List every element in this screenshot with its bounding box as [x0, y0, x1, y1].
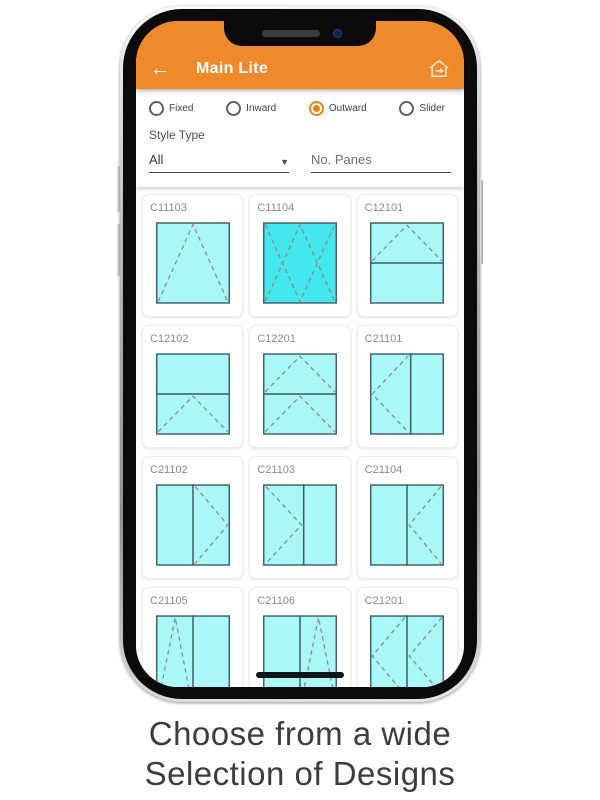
home-indicator-bar[interactable] — [256, 672, 344, 678]
design-code: C12101 — [364, 202, 404, 214]
caption-line-1: Choose from a wide — [148, 715, 452, 752]
design-code: C12201 — [257, 333, 296, 345]
style-type-value: All — [149, 152, 164, 167]
design-card-c21103[interactable]: C21103 — [249, 456, 351, 579]
window-diagram — [262, 353, 337, 435]
phone-screen: ← Main Lite Fixed Inward Outward Slider Sty… — [136, 21, 464, 687]
caption-line-2: Selection of Designs — [144, 755, 456, 792]
radio-unselected-icon — [226, 101, 242, 116]
design-card-c12102[interactable]: C12102 — [142, 325, 244, 448]
style-type-label: Style Type — [149, 128, 205, 142]
radio-row: Fixed Inward Outward Slider — [149, 101, 451, 116]
design-code: C11104 — [257, 202, 295, 214]
speaker-icon — [262, 30, 320, 37]
window-diagram — [262, 222, 337, 304]
design-code: C21101 — [364, 333, 403, 345]
style-type-dropdown[interactable]: All ▼ — [149, 152, 289, 173]
no-panes-placeholder: No. Panes — [311, 152, 372, 167]
design-code: C21103 — [257, 464, 296, 476]
no-panes-input[interactable]: No. Panes — [311, 152, 451, 173]
home-button[interactable] — [428, 59, 450, 79]
radio-label: Slider — [419, 103, 445, 114]
radio-unselected-icon — [149, 101, 164, 116]
phone-notch — [224, 21, 376, 46]
design-code: C21104 — [364, 464, 403, 476]
back-icon[interactable]: ← — [150, 58, 170, 80]
camera-icon — [333, 29, 342, 38]
radio-slider[interactable]: Slider — [399, 101, 445, 116]
radio-fixed[interactable]: Fixed — [149, 101, 193, 116]
volume-up-button — [117, 166, 120, 212]
power-button — [480, 180, 483, 264]
window-diagram — [155, 615, 230, 687]
caption: Choose from a wide Selection of Designs — [0, 714, 600, 794]
design-card-c21105[interactable]: C21105 — [142, 587, 244, 687]
design-card-c12201[interactable]: C12201 — [249, 325, 351, 448]
page-title: Main Lite — [196, 60, 269, 77]
radio-label: Fixed — [169, 103, 194, 114]
window-diagram — [155, 484, 230, 566]
phone-frame: ← Main Lite Fixed Inward Outward Slider Sty… — [117, 6, 483, 702]
window-diagram — [370, 222, 445, 304]
design-card-c21102[interactable]: C21102 — [142, 456, 244, 579]
design-card-c12101[interactable]: C12101 — [356, 194, 458, 317]
design-code: C11103 — [150, 202, 187, 214]
window-diagram — [262, 484, 337, 566]
radio-outward[interactable]: Outward — [308, 101, 367, 116]
window-diagram — [155, 222, 230, 304]
radio-selected-icon — [308, 101, 324, 116]
filter-panel: Fixed Inward Outward Slider Style Type All … — [136, 89, 464, 187]
window-diagram — [155, 353, 230, 435]
design-code: C21102 — [150, 464, 188, 476]
window-diagram — [370, 484, 445, 566]
radio-label: Inward — [246, 103, 277, 114]
design-card-c21104[interactable]: C21104 — [356, 456, 458, 579]
design-code: C21201 — [364, 595, 404, 607]
design-card-c21201[interactable]: C21201 — [356, 587, 458, 687]
field-row: All ▼ No. Panes — [149, 152, 451, 173]
design-card-c21101[interactable]: C21101 — [356, 325, 458, 448]
radio-unselected-icon — [399, 101, 415, 116]
design-code: C12102 — [150, 333, 189, 345]
home-icon — [429, 59, 449, 77]
chevron-down-icon: ▼ — [280, 157, 289, 167]
window-diagram — [370, 353, 445, 435]
radio-inward[interactable]: Inward — [226, 101, 276, 116]
window-diagram — [370, 615, 445, 687]
radio-dot — [312, 105, 320, 112]
design-grid: C11103 C11104 C12101 C12102 C12201 C21101 C211… — [136, 187, 464, 687]
design-code: C21105 — [150, 595, 188, 607]
phone-bezel: ← Main Lite Fixed Inward Outward Slider Sty… — [123, 9, 477, 699]
radio-label: Outward — [328, 103, 367, 114]
design-card-c11103[interactable]: C11103 — [142, 194, 244, 317]
volume-down-button — [117, 224, 120, 276]
design-code: C21106 — [257, 595, 296, 607]
design-card-c11104[interactable]: C11104 — [249, 194, 351, 317]
